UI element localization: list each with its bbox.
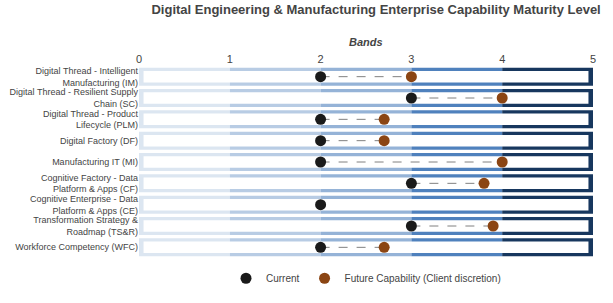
svg-text:Bands: Bands <box>349 36 383 48</box>
svg-text:4: 4 <box>499 53 505 65</box>
svg-text:Digital Thread - IntelligentMa: Digital Thread - IntelligentManufacturin… <box>36 66 139 88</box>
svg-text:Cognitive Factory - DataPlatfo: Cognitive Factory - DataPlatform & Apps … <box>41 173 138 195</box>
svg-text:Manufacturing IT (MI): Manufacturing IT (MI) <box>52 157 138 167</box>
svg-text:Transformation Strategy &Roadm: Transformation Strategy &Roadmap (TS&R) <box>33 215 138 237</box>
svg-text:Digital Engineering & Manufact: Digital Engineering & Manufacturing Ente… <box>151 2 600 17</box>
svg-text:Workforce Competency (WFC): Workforce Competency (WFC) <box>15 242 138 252</box>
svg-text:Cognitive Enterprise - DataPla: Cognitive Enterprise - DataPlatform & Ap… <box>30 194 138 216</box>
svg-text:5: 5 <box>590 53 596 65</box>
svg-text:1: 1 <box>227 53 233 65</box>
svg-text:2: 2 <box>318 53 324 65</box>
svg-text:Future Capability (Client disc: Future Capability (Client discretion) <box>345 273 501 284</box>
svg-text:Digital Thread - Resilient Sup: Digital Thread - Resilient SupplyChain (… <box>10 87 139 109</box>
svg-text:3: 3 <box>408 53 414 65</box>
svg-text:Digital Factory (DF): Digital Factory (DF) <box>60 136 138 146</box>
svg-text:Current: Current <box>266 273 300 284</box>
svg-text:0: 0 <box>136 53 142 65</box>
svg-text:Digital Thread - ProductLifecy: Digital Thread - ProductLifecycle (PLM) <box>43 109 138 131</box>
